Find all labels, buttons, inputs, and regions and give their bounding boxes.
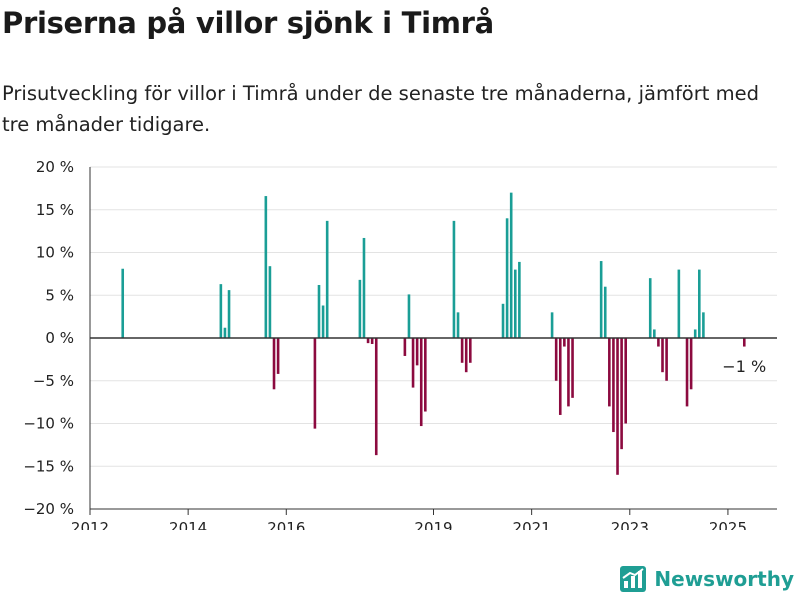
bar [121,268,125,338]
bar [501,303,505,338]
bar [415,338,419,366]
bar [403,338,407,356]
bar [599,261,603,338]
brand-logo: Newsworthy [620,566,794,592]
y-tick-label: −10 % [23,415,74,433]
bar [456,312,460,338]
y-tick-label: 15 % [36,201,74,219]
y-tick-label: 20 % [36,158,74,176]
bar [469,338,472,363]
bar [272,338,276,390]
bar [742,338,746,347]
bar [657,338,660,347]
bar [264,196,268,338]
bar [513,269,517,338]
bar [653,329,656,338]
bar [317,284,321,338]
y-tick-label: −20 % [23,500,74,518]
bar [518,261,521,338]
bar [698,269,701,338]
x-tick-label: 2023 [611,519,649,530]
bar [665,338,668,381]
brand-name: Newsworthy [654,567,794,591]
bar [411,338,415,388]
y-tick-label: 10 % [36,244,74,262]
bar [223,327,227,338]
bar [608,338,611,407]
bar [313,338,317,429]
y-tick-label: 5 % [45,286,74,304]
bar [554,338,558,381]
bar [227,290,231,338]
bar [563,338,566,347]
bar [624,338,627,424]
bar [370,338,374,344]
bar [612,338,615,433]
bar [661,338,664,373]
x-tick-label: 2019 [414,519,452,530]
grid-lines [90,166,777,467]
bar [374,338,378,456]
bar [219,284,223,338]
chart-title: Priserna på villor sjönk i Timrå [2,6,494,40]
bar [419,338,423,427]
bar [603,286,607,338]
bar [702,312,705,338]
bar [677,269,681,338]
tick-labels: 20 %15 %10 %5 %0 %−5 %−10 %−15 %−20 %201… [23,158,766,530]
x-tick-label: 2012 [71,519,109,530]
bars [121,192,746,475]
bar [509,192,513,338]
bar [685,338,689,407]
y-tick-label: −15 % [23,457,74,475]
bar-chart: 20 %15 %10 %5 %0 %−5 %−10 %−15 %−20 %201… [23,158,777,530]
bar [358,279,362,338]
y-tick-label: 0 % [45,329,74,347]
bar [460,338,464,363]
bar [424,338,427,412]
bar [558,338,562,415]
bar [366,338,370,344]
bar [689,338,693,390]
bar [452,220,456,338]
bar [571,338,574,398]
bar [268,266,272,338]
bar [648,278,652,338]
x-tick-label: 2014 [169,519,207,530]
bar [620,338,623,450]
bar [616,338,619,475]
bar [464,338,468,373]
axes [89,167,777,515]
bar [276,338,280,374]
bar [567,338,570,407]
x-tick-label: 2025 [709,519,747,530]
bar [362,237,366,338]
y-tick-label: −5 % [33,372,74,390]
bar [325,220,329,338]
bar [321,305,325,338]
bar [550,312,554,338]
chart-subtitle: Prisutveckling för villor i Timrå under … [2,82,759,136]
latest-value-annotation: −1 % [722,357,766,376]
x-tick-label: 2016 [267,519,305,530]
newsworthy-logo-icon [620,566,647,592]
bar [505,218,509,338]
bar [407,294,411,338]
bar [693,329,697,338]
x-tick-label: 2021 [513,519,551,530]
